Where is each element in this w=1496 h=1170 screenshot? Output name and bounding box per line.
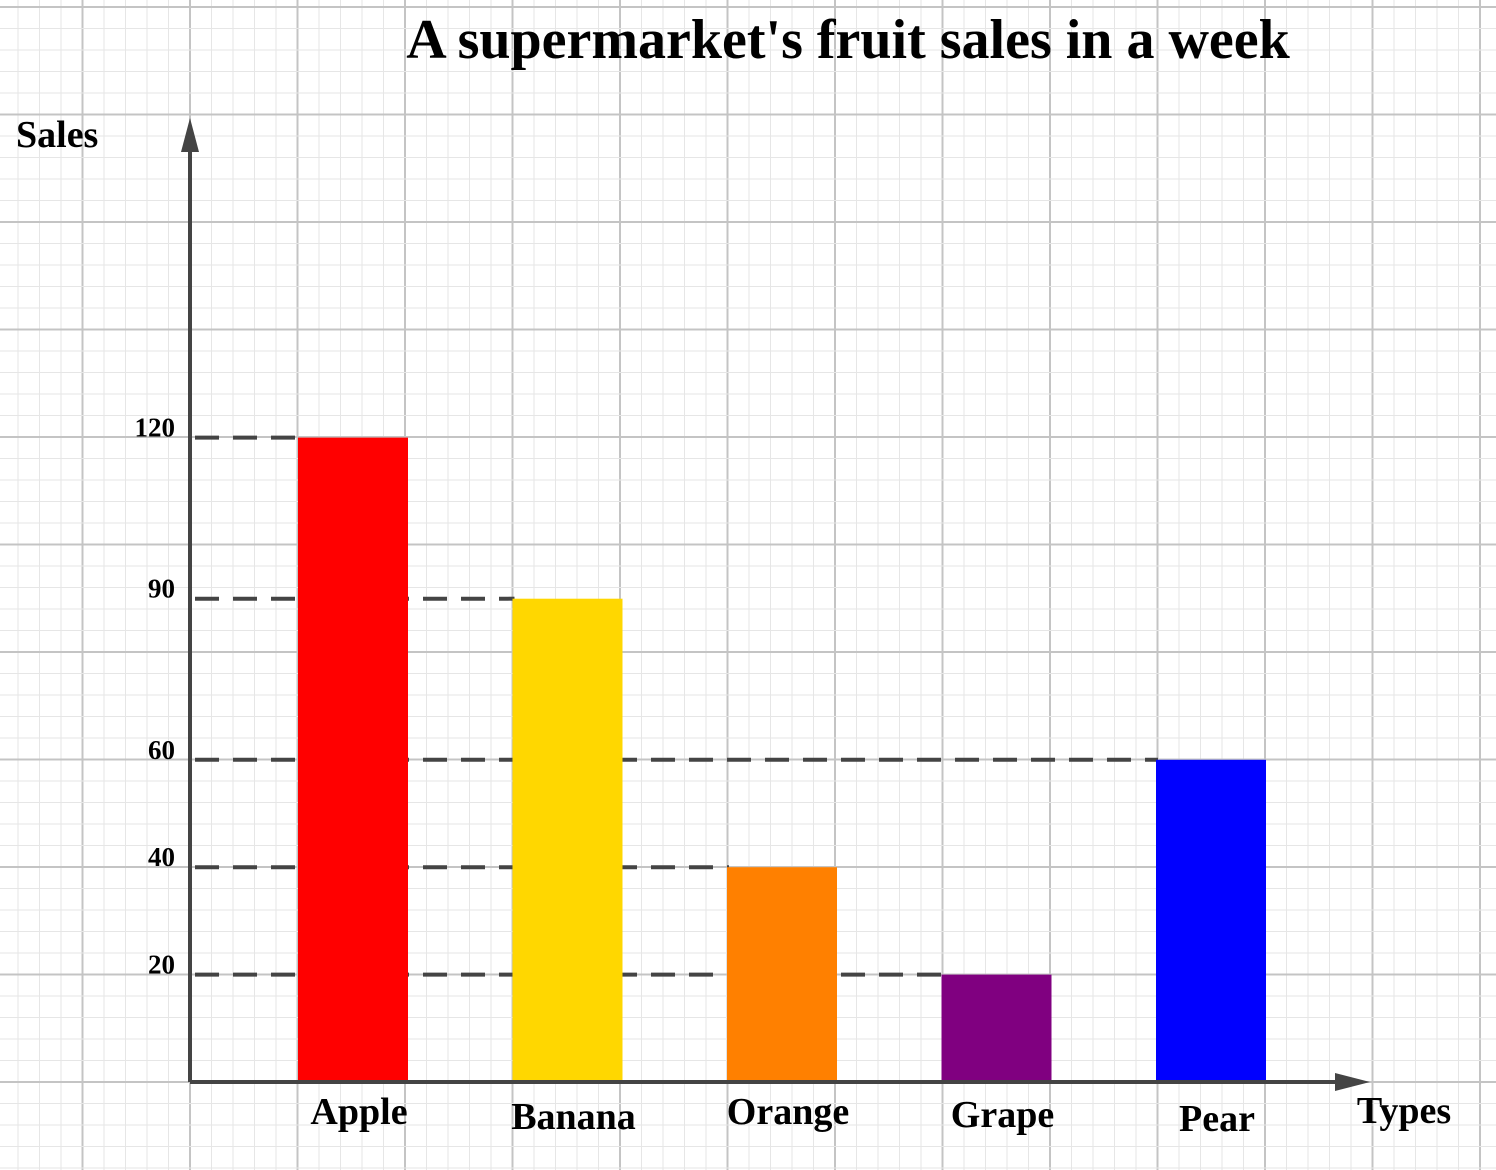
y-tick-label-120: 120 bbox=[135, 413, 176, 443]
bar-orange bbox=[727, 867, 837, 1082]
x-axis-arrow-icon bbox=[1335, 1073, 1370, 1091]
bar-pear bbox=[1156, 759, 1266, 1082]
y-axis-arrow-icon bbox=[181, 118, 199, 152]
x-tick-label-pear: Pear bbox=[1179, 1098, 1255, 1140]
y-tick-label-20: 20 bbox=[148, 950, 175, 980]
chart-title: A supermarket's fruit sales in a week bbox=[406, 9, 1290, 71]
x-tick-label-banana: Banana bbox=[511, 1096, 636, 1138]
y-tick-label-40: 40 bbox=[148, 842, 175, 872]
y-tick-labels: 120 90 60 40 20 bbox=[135, 413, 176, 980]
y-tick-label-90: 90 bbox=[148, 574, 175, 604]
x-tick-label-orange: Orange bbox=[727, 1091, 849, 1133]
y-tick-label-60: 60 bbox=[148, 735, 175, 765]
x-category-labels: Apple Banana Orange Grape Pear bbox=[310, 1091, 1255, 1140]
bar-banana bbox=[512, 598, 623, 1082]
x-tick-label-apple: Apple bbox=[310, 1091, 407, 1133]
bars bbox=[298, 437, 1266, 1083]
x-axis-label: Types bbox=[1357, 1090, 1451, 1132]
x-tick-label-grape: Grape bbox=[951, 1094, 1054, 1136]
axes bbox=[181, 118, 1370, 1091]
bar-apple bbox=[298, 437, 408, 1083]
y-axis-label: Sales bbox=[16, 114, 98, 156]
bar-grape bbox=[941, 974, 1052, 1082]
